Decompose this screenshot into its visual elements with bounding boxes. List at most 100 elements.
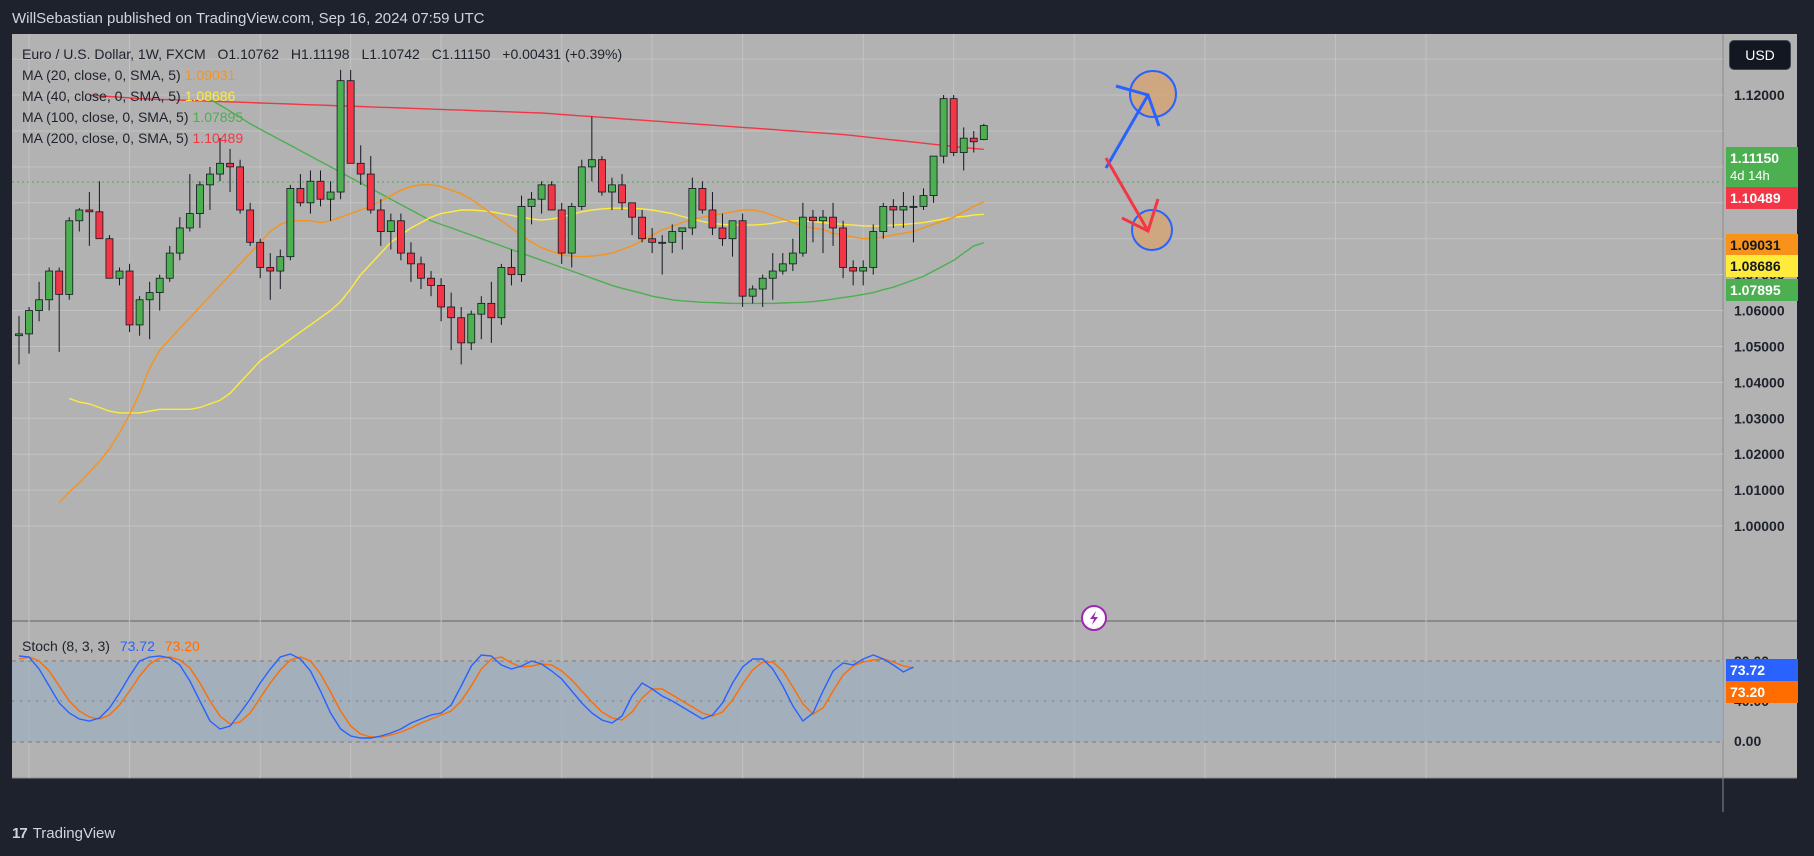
ma20-price-tag: 1.09031 [1726, 234, 1798, 256]
open-value: 1.10762 [228, 46, 279, 62]
stoch-k-line [18, 653, 914, 739]
candle-body [65, 220, 74, 295]
candle [15, 315, 23, 365]
candle-body [246, 209, 255, 243]
chart-frame[interactable]: 1.130001.120001.070001.060001.050001.040… [12, 34, 1797, 812]
candle-body [778, 263, 787, 272]
price-chart[interactable]: 1.130001.120001.070001.060001.050001.040… [12, 34, 1797, 812]
candle [879, 202, 888, 239]
candle [356, 145, 365, 185]
candle-body [909, 205, 918, 208]
ma20-row[interactable]: MA (20, close, 0, SMA, 5) 1.09031 [22, 65, 622, 86]
candle [35, 281, 44, 322]
candle-body [768, 270, 777, 279]
candle-body [236, 166, 245, 211]
candle-body [216, 162, 224, 175]
candle [869, 224, 878, 275]
candle-body [758, 277, 767, 290]
candle-body [427, 277, 435, 286]
candle-body [809, 216, 817, 222]
candle-body [125, 270, 134, 326]
price-axis-label: 1.05000 [1734, 338, 1785, 354]
candle-body [155, 277, 164, 293]
symbol-name[interactable]: Euro / U.S. Dollar, 1W, FXCM [22, 46, 206, 62]
candle-body [316, 180, 325, 200]
candle [276, 249, 285, 289]
price-axis-label: 1.00000 [1734, 518, 1785, 534]
stoch-k-value: 73.72 [119, 638, 155, 654]
candle [467, 310, 476, 351]
candle-body [35, 299, 44, 311]
stoch-axis-label: 0.00 [1734, 733, 1761, 749]
time-axis-label: 8 [1422, 785, 1430, 801]
open-label: O [217, 46, 229, 62]
candle [557, 202, 566, 264]
projection-arrowhead-up [1115, 84, 1161, 127]
candle-body [698, 188, 707, 211]
ma200-row[interactable]: MA (200, close, 0, SMA, 5) 1.10489 [22, 128, 622, 149]
price-axis-label: 1.06000 [1734, 303, 1785, 319]
candle-body [718, 227, 727, 240]
candle [889, 199, 898, 228]
candle [407, 242, 415, 282]
candle-body [85, 209, 94, 213]
candle [216, 138, 224, 182]
candle-body [266, 267, 275, 272]
candle [598, 156, 606, 196]
currency-button[interactable]: USD [1729, 40, 1791, 70]
candle-body [658, 241, 667, 244]
candle-body [396, 220, 405, 254]
candle [195, 181, 204, 228]
candle-body [45, 270, 54, 301]
candle [497, 263, 506, 325]
candle-body [366, 173, 375, 211]
time-axis-label: 2024 [546, 785, 577, 801]
candle-body [437, 285, 446, 308]
candle [165, 245, 174, 282]
publisher-caption: WillSebastian published on TradingView.c… [12, 10, 485, 27]
candle [919, 188, 928, 210]
candle-body [738, 220, 747, 297]
lightning-icon[interactable] [1081, 605, 1107, 631]
price-axis-label: 1.12000 [1734, 87, 1785, 103]
candle-body [145, 292, 154, 301]
candle-body [598, 159, 606, 193]
candles [15, 69, 988, 365]
candle-body [608, 184, 616, 193]
candle [266, 253, 275, 300]
candle [809, 209, 817, 243]
candle-body [638, 216, 646, 240]
candle [638, 209, 646, 243]
candle [648, 227, 657, 254]
candle-body [587, 159, 596, 168]
stoch-legend[interactable]: Stoch (8, 3, 3) 73.72 73.20 [22, 638, 200, 654]
candle-body [969, 137, 978, 143]
candle [316, 170, 325, 207]
ma100-row[interactable]: MA (100, close, 0, SMA, 5) 1.07895 [22, 107, 622, 128]
candle [899, 192, 908, 228]
ma40-row[interactable]: MA (40, close, 0, SMA, 5) 1.08686 [22, 86, 622, 107]
candle [819, 209, 827, 254]
stoch-label: Stoch (8, 3, 3) [22, 638, 110, 654]
candle-body [688, 188, 697, 229]
candle [135, 296, 144, 336]
candle-body [799, 216, 807, 254]
candle [246, 202, 255, 246]
candle-body [75, 209, 84, 222]
candle [457, 306, 466, 365]
ma40-label: MA (40, close, 0, SMA, 5) [22, 88, 181, 104]
candle-body [25, 310, 33, 335]
candle [366, 156, 375, 214]
candle-body [105, 238, 114, 279]
candle [417, 256, 425, 289]
candle [959, 127, 968, 171]
time-axis-label: Apr [1193, 785, 1218, 801]
candle [587, 116, 596, 182]
candle-body [979, 125, 988, 140]
candle-body [527, 198, 536, 207]
candle [447, 292, 456, 351]
candle-body [668, 231, 677, 243]
candle [95, 181, 104, 240]
candle-body [859, 267, 868, 272]
candle [125, 263, 134, 333]
